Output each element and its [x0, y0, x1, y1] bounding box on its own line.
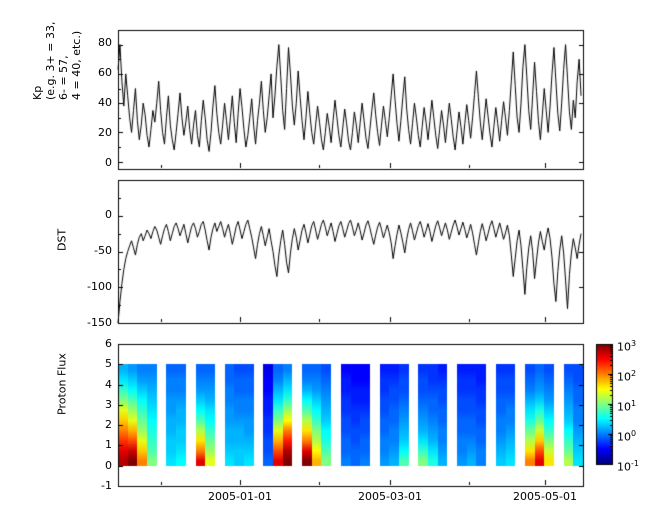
colorbar-tick-label-1e1: 101: [617, 397, 636, 415]
kp-ytick-label-60: 60: [98, 66, 112, 79]
colorbar-exponent: 3: [631, 339, 637, 348]
proton-ytick-label-3: 3: [105, 398, 112, 411]
colorbar-base: 10: [617, 460, 631, 474]
proton-ytick-label-6: 6: [105, 337, 112, 350]
colorbar-tick-label-1e3: 103: [617, 337, 636, 355]
proton-ytick-label-4: 4: [105, 378, 112, 391]
dst-ytick-label--100: -100: [87, 280, 112, 293]
proton-ytick-label-2: 2: [105, 418, 112, 431]
colorbar-exponent: 0: [631, 429, 637, 438]
colorbar-tick-label-1e-1: 10-1: [617, 457, 639, 475]
colorbar-exponent: 2: [631, 369, 637, 378]
colorbar-base: 10: [617, 340, 631, 354]
colorbar-exponent: 1: [631, 399, 637, 408]
colorbar-base: 10: [617, 430, 631, 444]
xtick-label-jan: 2005-01-01: [208, 490, 272, 503]
kp-ytick-label-0: 0: [105, 156, 112, 169]
kp-ytick-label-40: 40: [98, 96, 112, 109]
kp-ytick-label-20: 20: [98, 126, 112, 139]
xtick-label-may: 2005-05-01: [513, 490, 577, 503]
dst-ytick-label-0: 0: [105, 208, 112, 221]
proton-ytick-label--1: -1: [101, 479, 112, 492]
dst-ytick-label--50: -50: [94, 244, 112, 257]
colorbar-tick-label-1e0: 100: [617, 427, 636, 445]
colorbar-base: 10: [617, 370, 631, 384]
proton-ytick-label-1: 1: [105, 438, 112, 451]
colorbar-base: 10: [617, 400, 631, 414]
dst-ytick-label--150: -150: [87, 316, 112, 329]
xtick-label-mar: 2005-03-01: [358, 490, 422, 503]
kp-ytick-label-80: 80: [98, 36, 112, 49]
colorbar-tick-label-1e2: 102: [617, 367, 636, 385]
proton-ytick-label-0: 0: [105, 459, 112, 472]
proton-ytick-label-5: 5: [105, 357, 112, 370]
colorbar-exponent: -1: [631, 459, 639, 468]
